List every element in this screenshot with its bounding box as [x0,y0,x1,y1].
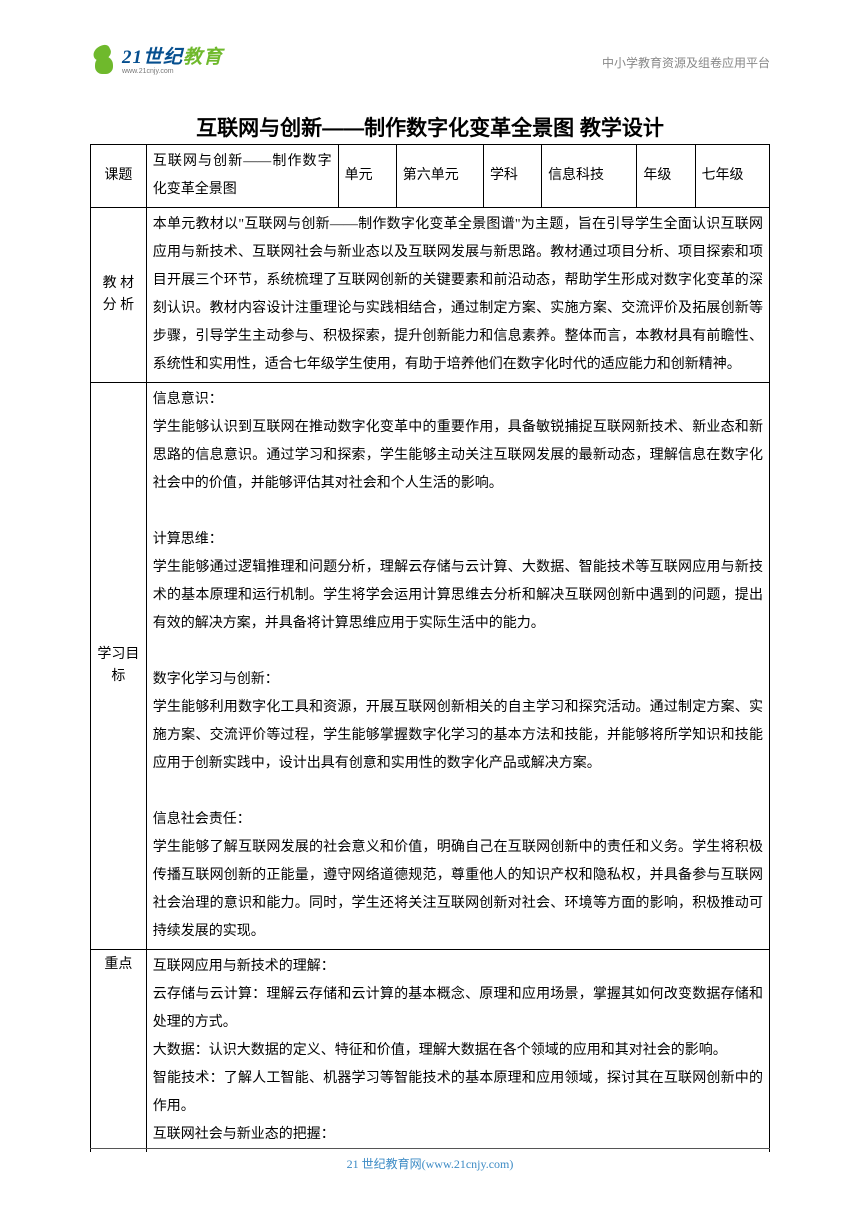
footer-text: 21 世纪教育网(www.21cnjy.com) [90,1155,770,1172]
grade-value: 七年级 [695,145,769,208]
analysis-label: 教 材分 析 [91,208,147,383]
goals-label: 学习目标 [91,383,147,950]
analysis-text: 本单元教材以"互联网与创新——制作数字化变革全景图谱"为主题，旨在引导学生全面认… [146,208,769,383]
keypoints-content: 互联网应用与新技术的理解： 云存储与云计算：理解云存储和云计算的基本概念、原理和… [146,950,769,1153]
goal-2-body: 学生能够通过逻辑推理和问题分析，理解云存储与云计算、大数据、智能技术等互联网应用… [153,554,763,638]
footer-divider [90,1148,770,1149]
subject-label: 学科 [483,145,541,208]
unit-value: 第六单元 [396,145,483,208]
goals-row: 学习目标 信息意识： 学生能够认识到互联网在推动数字化变革中的重要作用，具备敏锐… [91,383,770,950]
grade-label: 年级 [637,145,695,208]
goal-4-title: 信息社会责任： [153,806,763,834]
logo-text: 21世纪教育 www.21cnjy.com [122,48,223,75]
logo: 21世纪教育 www.21cnjy.com [90,46,223,76]
goal-1-title: 信息意识： [153,386,763,414]
topic-value: 互联网与创新——制作数字化变革全景图 [146,145,338,208]
keypoint-line2: 云存储与云计算：理解云存储和云计算的基本概念、原理和应用场景，掌握其如何改变数据… [153,981,763,1037]
keypoint-line1: 互联网应用与新技术的理解： [153,953,763,981]
page-footer: 21 世纪教育网(www.21cnjy.com) [90,1148,770,1172]
keypoints-label: 重点 [91,950,147,1153]
subject-value: 信息科技 [542,145,637,208]
logo-text-prefix: 21世纪 [122,47,183,68]
goal-3-body: 学生能够利用数字化工具和资源，开展互联网创新相关的自主学习和探究活动。通过制定方… [153,694,763,778]
goal-2-title: 计算思维： [153,526,763,554]
analysis-row: 教 材分 析 本单元教材以"互联网与创新——制作数字化变革全景图谱"为主题，旨在… [91,208,770,383]
goals-content: 信息意识： 学生能够认识到互联网在推动数字化变革中的重要作用，具备敏锐捕捉互联网… [146,383,769,950]
unit-label: 单元 [338,145,396,208]
logo-text-suffix: 教育 [183,47,223,68]
logo-url: www.21cnjy.com [122,68,223,75]
logo-icon [90,46,118,76]
goal-4-body: 学生能够了解互联网发展的社会意义和价值，明确自己在互联网创新中的责任和义务。学生… [153,834,763,946]
page-title: 互联网与创新——制作数字化变革全景图 教学设计 [0,112,860,142]
table-header-row: 课题 互联网与创新——制作数字化变革全景图 单元 第六单元 学科 信息科技 年级… [91,145,770,208]
keypoint-line4: 智能技术：了解人工智能、机器学习等智能技术的基本原理和应用领域，探讨其在互联网创… [153,1065,763,1121]
header-subtitle: 中小学教育资源及组卷应用平台 [602,46,770,71]
keypoint-line5: 互联网社会与新业态的把握： [153,1121,763,1149]
topic-label: 课题 [91,145,147,208]
goal-1-body: 学生能够认识到互联网在推动数字化变革中的重要作用，具备敏锐捕捉互联网新技术、新业… [153,414,763,498]
goal-3-title: 数字化学习与创新： [153,666,763,694]
keypoint-line3: 大数据：认识大数据的定义、特征和价值，理解大数据在各个领域的应用和其对社会的影响… [153,1037,763,1065]
keypoints-row: 重点 互联网应用与新技术的理解： 云存储与云计算：理解云存储和云计算的基本概念、… [91,950,770,1153]
page-header: 21世纪教育 www.21cnjy.com 中小学教育资源及组卷应用平台 [0,46,860,76]
lesson-plan-table: 课题 互联网与创新——制作数字化变革全景图 单元 第六单元 学科 信息科技 年级… [90,144,770,1152]
